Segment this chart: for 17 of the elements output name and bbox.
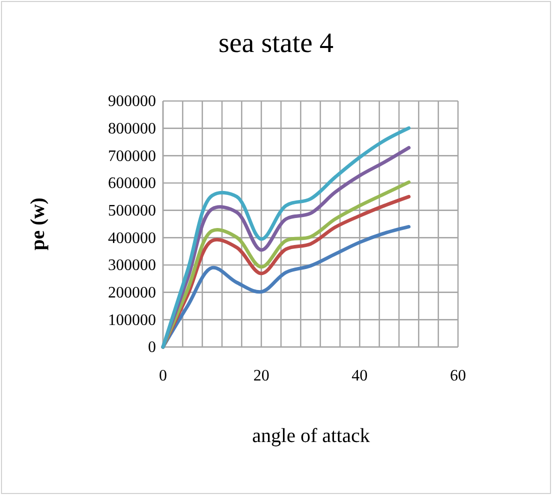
x-axis-title: angle of attack [252, 425, 370, 447]
y-tick-label: 100000 [108, 312, 156, 329]
y-tick-label: 0 [148, 339, 156, 356]
chart-title: sea state 4 [218, 28, 334, 59]
x-tick-label: 20 [253, 367, 270, 384]
x-tick-label: 0 [159, 367, 167, 384]
y-tick-label: 300000 [108, 257, 156, 274]
x-tick-label: 60 [450, 367, 466, 384]
y-tick-label: 400000 [108, 230, 156, 247]
y-tick-label: 600000 [108, 175, 156, 192]
y-tick-label: 700000 [108, 148, 156, 165]
y-tick-label: 900000 [108, 93, 156, 110]
y-tick-label: 800000 [108, 120, 156, 138]
y-axis-title: pe (w) [27, 198, 49, 250]
y-tick-label: 500000 [108, 202, 156, 220]
y-tick-label: 200000 [108, 284, 156, 302]
x-tick-label: 40 [352, 367, 368, 384]
